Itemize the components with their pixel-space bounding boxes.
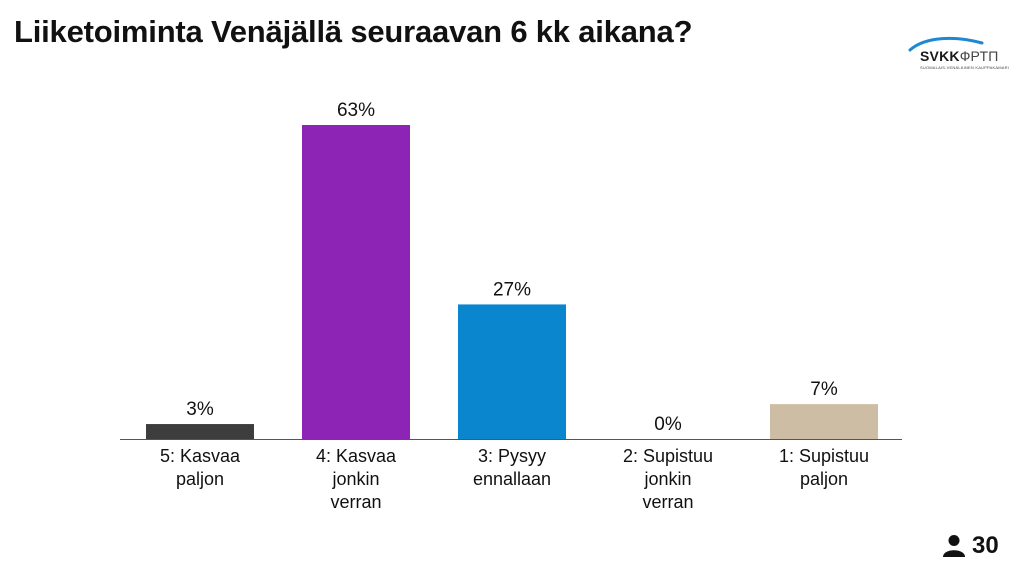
category-label-0-line-0: 5: Kasvaa xyxy=(160,446,241,466)
bar-0 xyxy=(146,424,254,439)
person-icon xyxy=(943,535,965,557)
category-label-2-line-1: ennallaan xyxy=(473,469,551,489)
category-label-1-line-2: verran xyxy=(330,492,381,512)
category-label-1-line-0: 4: Kasvaa xyxy=(316,446,397,466)
logo-tagline: SUOMALAIS-VENÄLÄINEN KAUPPAKAMARI xyxy=(920,65,1009,70)
category-label-4-line-0: 1: Supistuu xyxy=(779,446,869,466)
logo-text: SVKKФРТП xyxy=(920,48,998,64)
category-label-1-line-1: jonkin xyxy=(331,469,379,489)
data-label-1: 63% xyxy=(337,100,375,121)
page-title: Liiketoiminta Venäjällä seuraavan 6 kk a… xyxy=(14,14,693,49)
company-logo: SVKKФРТП SUOMALAIS-VENÄLÄINEN KAUPPAKAMA… xyxy=(904,34,1009,78)
bar-2 xyxy=(458,304,566,439)
bar-4 xyxy=(770,404,878,439)
category-label-3-line-0: 2: Supistuu xyxy=(623,446,713,466)
data-label-3: 0% xyxy=(654,414,682,435)
data-label-0: 3% xyxy=(186,399,214,420)
bar-1 xyxy=(302,125,410,439)
data-label-4: 7% xyxy=(810,379,838,400)
category-label-3-line-2: verran xyxy=(642,492,693,512)
data-label-2: 27% xyxy=(493,279,531,300)
participant-count: 30 xyxy=(972,532,999,559)
category-label-0-line-1: paljon xyxy=(176,469,224,489)
category-label-2-line-0: 3: Pysyy xyxy=(478,446,546,466)
category-label-3-line-1: jonkin xyxy=(643,469,691,489)
participants-indicator: 30 xyxy=(942,532,999,560)
category-label-4-line-1: paljon xyxy=(800,469,848,489)
logo-swoosh-icon xyxy=(908,36,984,52)
logo-text-main: SVKK xyxy=(920,48,960,64)
logo-text-alt: ФРТП xyxy=(959,48,999,64)
